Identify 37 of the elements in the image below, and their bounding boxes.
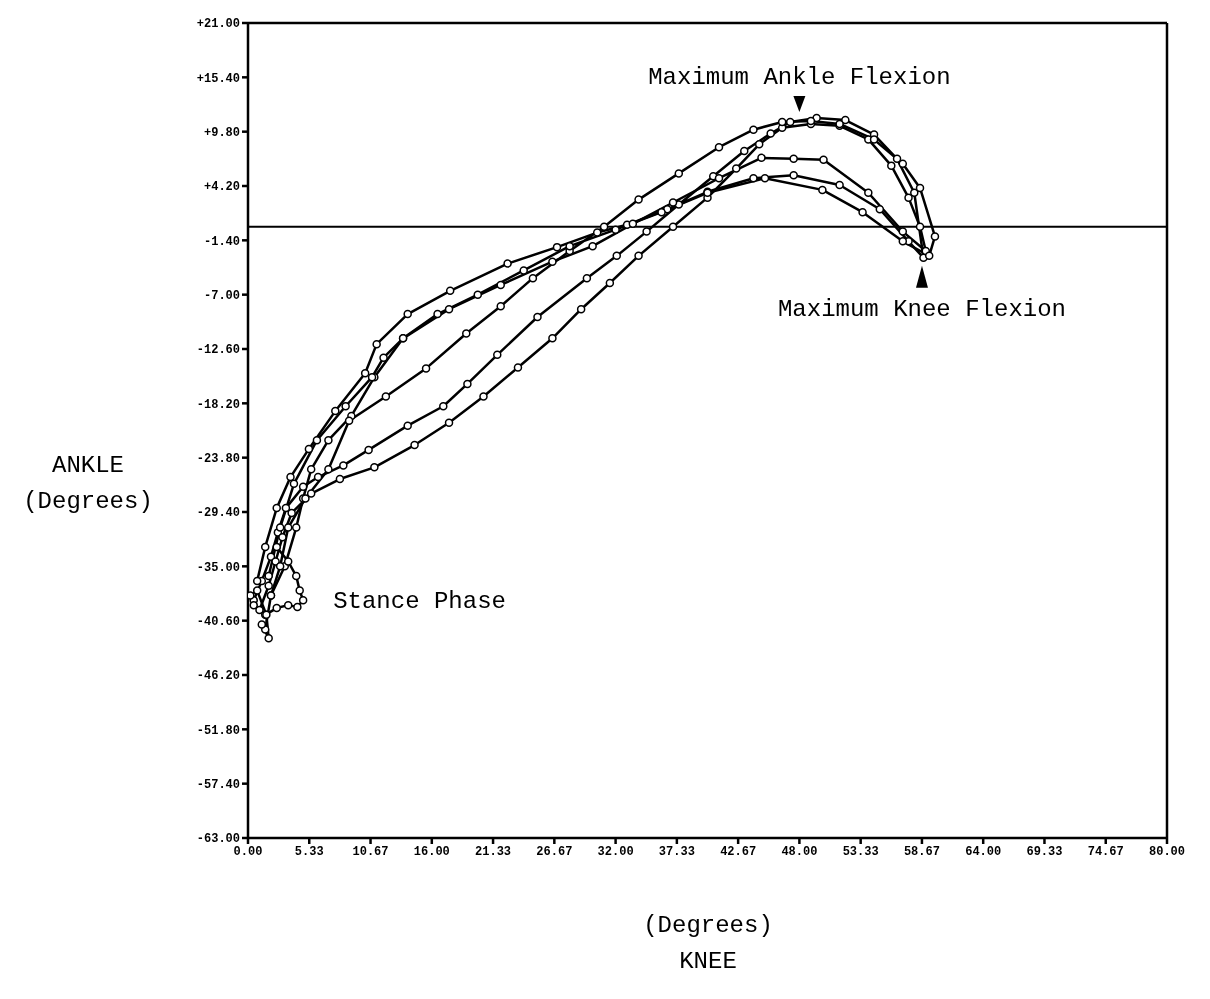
x-tick-label: 64.00 (965, 844, 1002, 859)
annotation: Maximum Ankle Flexion (648, 64, 951, 92)
y-tick-label: -29.40 (196, 506, 240, 521)
y-tick-label: -57.40 (196, 777, 240, 792)
x-tick-label: 37.33 (658, 844, 695, 859)
x-tick-label: 80.00 (1148, 844, 1186, 859)
x-tick-label: 26.67 (536, 844, 573, 859)
y-tick-label: +15.40 (196, 71, 240, 86)
x-tick-label: 48.00 (781, 844, 818, 859)
x-tick-label: 53.33 (842, 844, 879, 859)
x-tick-label: 5.33 (294, 844, 324, 859)
y-tick-label: -35.00 (196, 560, 240, 575)
x-axis-title: (Degrees) KNEE (642, 911, 774, 977)
y-tick-label: +21.00 (196, 17, 240, 32)
y-tick-label: -12.60 (196, 343, 240, 358)
y-tick-label: -63.00 (196, 832, 240, 847)
annotation: Stance Phase (333, 588, 506, 616)
annotation: Maximum Knee Flexion (777, 295, 1066, 323)
y-tick-label: -40.60 (196, 614, 240, 629)
y-axis-title: ANKLE (Degrees) (22, 451, 154, 517)
x-tick-label: 42.67 (720, 844, 757, 859)
y-tick-label: -7.00 (203, 288, 240, 303)
y-tick-label: -51.80 (196, 723, 240, 738)
x-tick-label: 10.67 (352, 844, 389, 859)
y-tick-label: +9.80 (203, 125, 240, 140)
y-tick-label: +4.20 (203, 180, 240, 195)
x-tick-label: 74.67 (1087, 844, 1124, 859)
x-tick-label: 21.33 (475, 844, 512, 859)
x-tick-label: 69.33 (1026, 844, 1063, 859)
x-tick-label: 58.67 (903, 844, 940, 859)
y-tick-label: -23.80 (196, 451, 240, 466)
x-tick-label: 32.00 (597, 844, 634, 859)
y-tick-label: -18.20 (196, 397, 240, 412)
x-tick-label: 16.00 (413, 844, 450, 859)
y-tick-label: -1.40 (203, 234, 240, 249)
x-tick-label: 0.00 (233, 844, 263, 859)
y-tick-label: -46.20 (196, 669, 240, 684)
